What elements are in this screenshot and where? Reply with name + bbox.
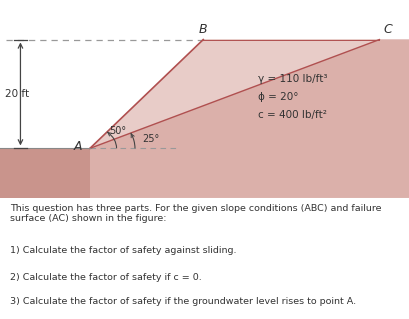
- Polygon shape: [0, 40, 203, 148]
- Text: C: C: [384, 23, 392, 36]
- Polygon shape: [90, 40, 409, 198]
- Text: c = 400 lb/ft²: c = 400 lb/ft²: [258, 110, 326, 120]
- Text: 1) Calculate the factor of safety against sliding.: 1) Calculate the factor of safety agains…: [10, 246, 237, 255]
- Text: ϕ = 20°: ϕ = 20°: [258, 92, 298, 102]
- Polygon shape: [90, 40, 380, 148]
- Polygon shape: [0, 148, 90, 198]
- Text: 20 ft: 20 ft: [5, 89, 29, 99]
- Text: 25°: 25°: [143, 134, 160, 144]
- Text: This question has three parts. For the given slope conditions (ABC) and failure
: This question has three parts. For the g…: [10, 204, 382, 223]
- Polygon shape: [0, 40, 409, 198]
- Text: 3) Calculate the factor of safety if the groundwater level rises to point A.: 3) Calculate the factor of safety if the…: [10, 297, 356, 306]
- Polygon shape: [90, 40, 380, 148]
- Text: B: B: [199, 23, 207, 36]
- Text: γ = 110 lb/ft³: γ = 110 lb/ft³: [258, 74, 327, 84]
- Text: A: A: [74, 140, 83, 153]
- Text: 50°: 50°: [109, 126, 126, 136]
- Text: 2) Calculate the factor of safety if c = 0.: 2) Calculate the factor of safety if c =…: [10, 273, 202, 282]
